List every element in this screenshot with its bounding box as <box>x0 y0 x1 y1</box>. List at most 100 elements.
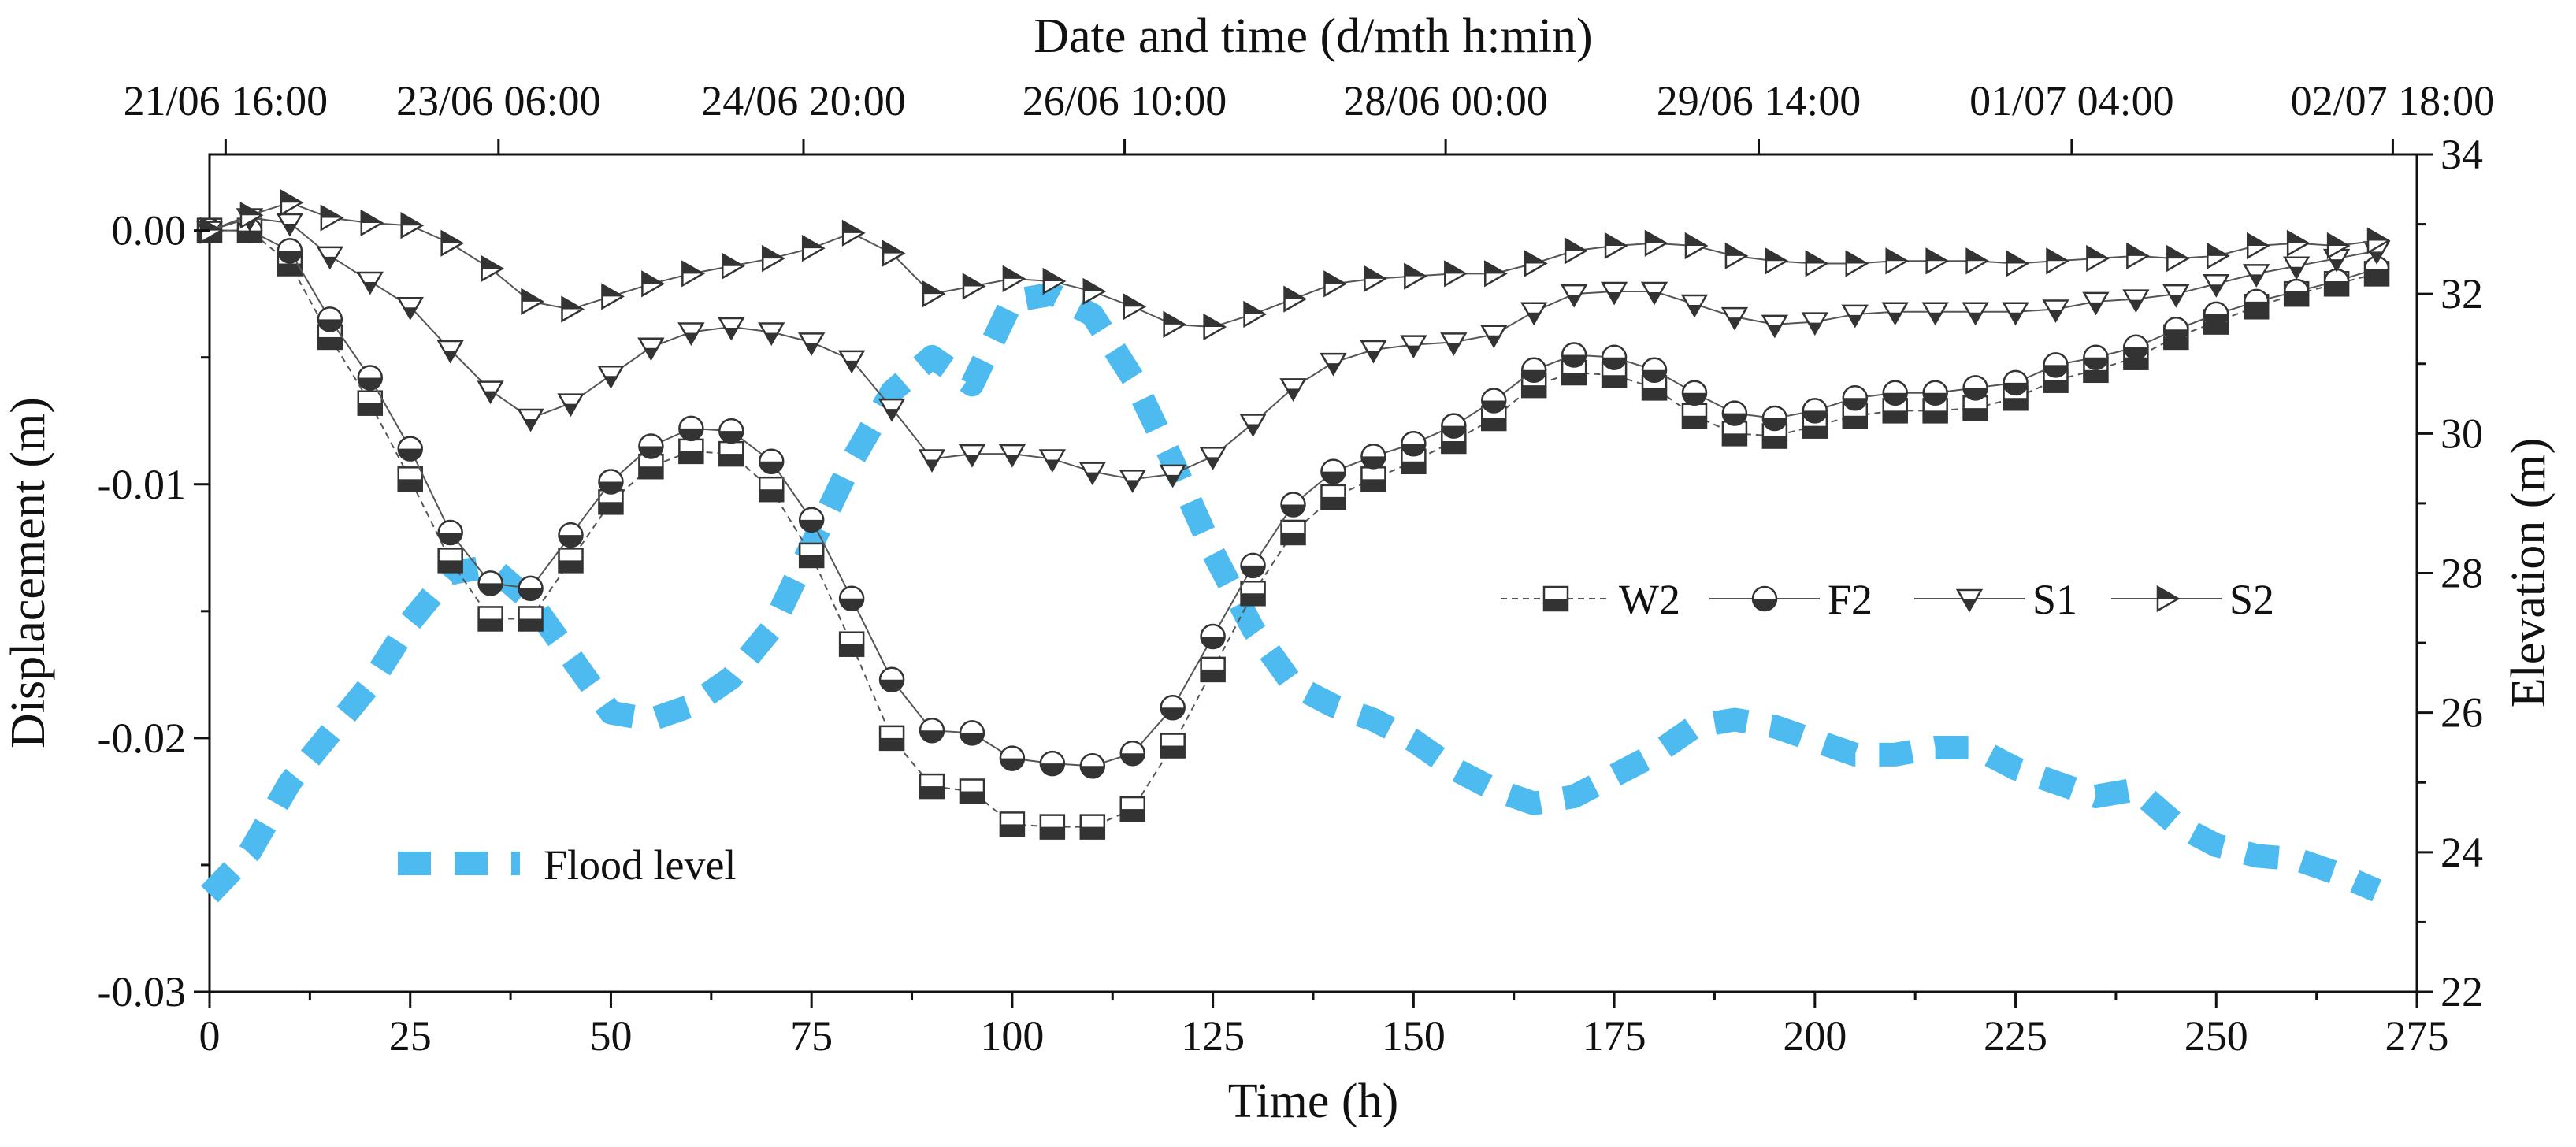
point-f2-16 <box>838 585 865 611</box>
point-w2-27 <box>1280 519 1306 546</box>
point-s1-18 <box>918 449 946 473</box>
point-w2-24 <box>1160 733 1186 759</box>
point-s1-30 <box>1400 335 1427 359</box>
y-tick-label-2: -0.02 <box>98 715 186 762</box>
point-s1-49 <box>2162 284 2190 308</box>
y-axis-title: Displacement (m) <box>2 397 55 748</box>
y2-tick-label-26: 26 <box>2441 689 2483 737</box>
point-s2-52 <box>2286 229 2311 257</box>
point-f2-43 <box>1922 380 1948 406</box>
point-s2-29 <box>1364 265 1387 293</box>
top-tick-label-0: 21/06 16:00 <box>124 77 328 124</box>
point-w2-25 <box>1200 656 1226 683</box>
point-f2-23 <box>1119 740 1145 767</box>
point-s2-11 <box>641 270 665 298</box>
point-s1-27 <box>1279 378 1307 402</box>
legend-item-s1: S1 <box>1914 576 2077 623</box>
flood-annotation: Flood level <box>398 841 736 889</box>
point-s1-2 <box>276 213 304 237</box>
x-tick-label-200: 200 <box>1783 1012 1847 1060</box>
y2-tick-label-22: 22 <box>2441 968 2483 1015</box>
point-w2-19 <box>959 778 985 804</box>
point-f2-12 <box>678 415 704 442</box>
legend-marker-shape-3 <box>2156 585 2181 613</box>
point-f2-13 <box>718 418 744 444</box>
point-w2-22 <box>1079 814 1106 840</box>
x-tick-label-175: 175 <box>1583 1012 1646 1060</box>
point-s1-24 <box>1159 464 1186 488</box>
point-w2-7 <box>477 606 503 632</box>
legend-item-s2: S2 <box>2111 576 2274 623</box>
point-s1-40 <box>1801 312 1828 336</box>
point-s2-18 <box>922 280 946 308</box>
point-s2-33 <box>1524 250 1548 277</box>
point-f2-17 <box>878 666 905 693</box>
point-f2-28 <box>1320 458 1346 484</box>
point-f2-11 <box>638 433 664 459</box>
point-f2-49 <box>2163 317 2189 343</box>
point-s1-20 <box>998 444 1026 468</box>
point-s1-5 <box>396 297 424 321</box>
point-f2-8 <box>518 575 544 602</box>
point-s1-39 <box>1761 314 1789 339</box>
point-s2-48 <box>2126 242 2150 270</box>
point-s2-49 <box>2166 244 2190 273</box>
point-f2-9 <box>558 522 584 548</box>
point-s1-19 <box>958 444 986 468</box>
point-s2-53 <box>2326 232 2351 260</box>
point-w2-5 <box>397 466 423 492</box>
point-s1-16 <box>837 350 866 374</box>
legend-w2-label: W2 <box>1619 576 1680 623</box>
point-s1-41 <box>1841 304 1869 329</box>
legend-w2-marker <box>1542 585 1569 612</box>
point-f2-50 <box>2203 301 2229 328</box>
point-s1-9 <box>557 393 585 418</box>
y2-tick-label-28: 28 <box>2441 550 2483 597</box>
point-s1-48 <box>2122 289 2150 314</box>
point-f2-53 <box>2323 268 2350 295</box>
point-w2-13 <box>718 440 744 467</box>
point-f2-2 <box>277 238 303 264</box>
legend-s2-marker <box>2156 585 2181 613</box>
legend-marker-shape-1 <box>1751 585 1778 612</box>
point-w2-29 <box>1360 466 1386 492</box>
point-s1-15 <box>798 332 826 356</box>
point-s2-38 <box>1724 242 1749 270</box>
legend-s1-label: S1 <box>2032 576 2077 623</box>
point-f2-48 <box>2123 334 2149 361</box>
point-s1-46 <box>2042 299 2069 323</box>
point-w2-44 <box>1962 395 1988 421</box>
point-s1-31 <box>1440 332 1468 356</box>
point-f2-10 <box>598 469 624 495</box>
point-f2-25 <box>1200 623 1226 650</box>
point-s2-34 <box>1564 237 1588 265</box>
point-f2-36 <box>1641 357 1668 384</box>
point-w2-6 <box>437 548 463 574</box>
point-s1-50 <box>2203 274 2230 298</box>
point-w2-12 <box>678 438 704 465</box>
point-s1-17 <box>878 398 906 422</box>
point-s2-37 <box>1684 232 1709 260</box>
point-s1-21 <box>1038 449 1067 473</box>
point-s2-44 <box>1965 247 1990 275</box>
point-f2-45 <box>2003 369 2029 396</box>
point-s2-24 <box>1163 310 1187 338</box>
y-tick-label-3: -0.03 <box>98 968 186 1015</box>
point-f2-46 <box>2043 352 2069 378</box>
point-s1-45 <box>2002 302 2029 326</box>
point-w2-9 <box>558 548 584 574</box>
x-tick-label-150: 150 <box>1382 1012 1446 1060</box>
point-w2-8 <box>518 606 544 632</box>
point-s2-22 <box>1082 277 1107 306</box>
point-s1-29 <box>1360 340 1387 364</box>
point-s1-32 <box>1480 325 1508 349</box>
point-f2-20 <box>999 745 1026 771</box>
point-s2-6 <box>440 229 465 257</box>
point-s2-32 <box>1484 260 1508 288</box>
point-s1-13 <box>718 317 745 341</box>
point-s2-51 <box>2246 232 2270 260</box>
point-f2-52 <box>2283 278 2310 305</box>
flood-level-line <box>201 282 2382 903</box>
point-s2-42 <box>1885 247 1910 275</box>
